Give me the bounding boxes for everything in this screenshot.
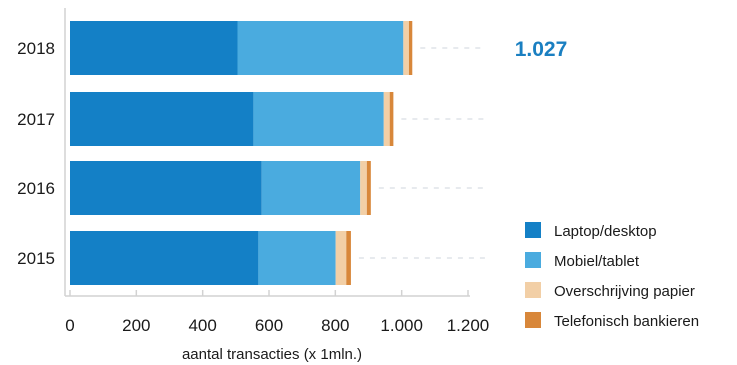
legend-label: Telefonisch bankieren xyxy=(554,313,699,330)
bar-2018-seg-3 xyxy=(408,21,413,75)
guide-lines xyxy=(358,47,486,259)
bar-2018-seg-0 xyxy=(70,21,238,75)
legend: Laptop/desktop Mobiel/tablet Overschrijvin… xyxy=(525,222,699,330)
x-axis-label: aantal transacties (x 1mln.) xyxy=(182,346,362,363)
legend-label: Laptop/desktop xyxy=(554,223,657,240)
x-tick-label: 0 xyxy=(65,316,74,335)
bar-2016-seg-3 xyxy=(366,161,371,215)
x-tick-label: 400 xyxy=(188,316,216,335)
legend-label: Mobiel/tablet xyxy=(554,253,640,270)
bar-2015-seg-3 xyxy=(346,231,351,285)
y-tick-label: 2017 xyxy=(17,110,55,129)
bar-2015-seg-1 xyxy=(258,231,336,285)
bar-2016-seg-0 xyxy=(70,161,262,215)
y-tick-label: 2016 xyxy=(17,179,55,198)
axes xyxy=(64,8,470,297)
legend-swatch xyxy=(525,312,541,328)
bar-2017-seg-1 xyxy=(253,92,384,146)
bar-2018-seg-1 xyxy=(237,21,404,75)
legend-swatch xyxy=(525,252,541,268)
legend-label: Overschrijving papier xyxy=(554,283,695,300)
y-tick-label: 2018 xyxy=(17,39,55,58)
x-tick-label: 1.000 xyxy=(380,316,423,335)
tick-labels: 2018 2017 2016 2015 0 200 400 600 800 1.000 1.200 xyxy=(17,39,489,335)
bar-2016-seg-1 xyxy=(261,161,361,215)
total-annotation: 1.027 xyxy=(515,38,568,61)
bar-2016-seg-2 xyxy=(360,161,367,215)
bar-2017-seg-0 xyxy=(70,92,254,146)
x-tick-label: 200 xyxy=(122,316,150,335)
bar-2015-seg-2 xyxy=(335,231,347,285)
x-tick-label: 800 xyxy=(321,316,349,335)
y-tick-label: 2015 xyxy=(17,249,55,268)
bar-2017-seg-3 xyxy=(389,92,394,146)
bar-2018-seg-2 xyxy=(403,21,409,75)
legend-swatch xyxy=(525,282,541,298)
x-tick-label: 1.200 xyxy=(447,316,490,335)
x-tick-label: 600 xyxy=(255,316,283,335)
legend-swatch xyxy=(525,222,541,238)
bar-2017-seg-2 xyxy=(383,92,390,146)
bars xyxy=(70,21,413,285)
bar-2015-seg-0 xyxy=(70,231,259,285)
